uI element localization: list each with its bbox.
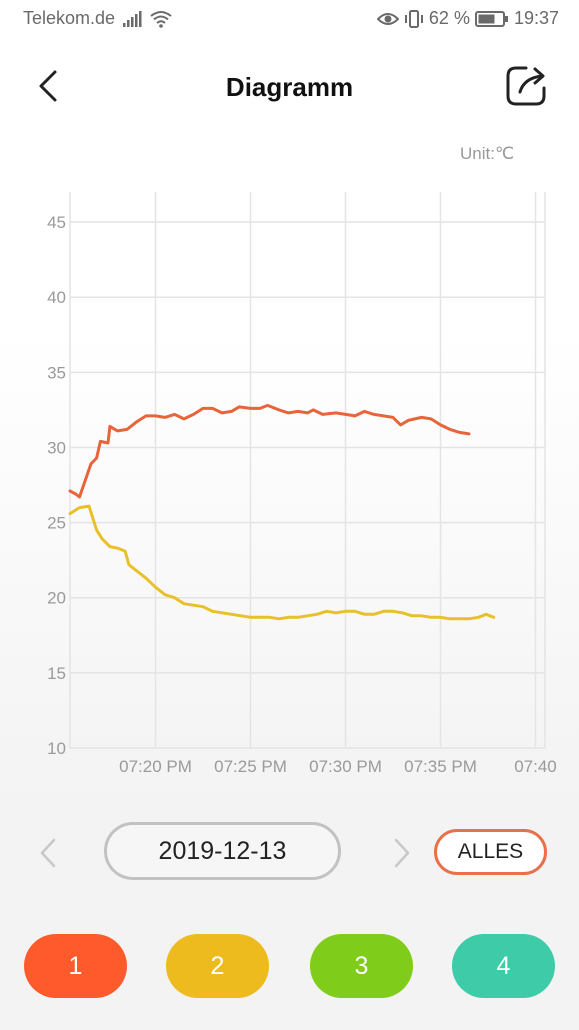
battery-icon bbox=[474, 10, 508, 27]
share-button[interactable] bbox=[502, 62, 550, 110]
carrier-name: Telekom.de bbox=[23, 8, 116, 28]
series-line-2 bbox=[68, 504, 496, 621]
y-tick-label: 10 bbox=[47, 739, 66, 758]
next-date-button[interactable] bbox=[386, 836, 416, 870]
x-tick-label: 07:40 bbox=[514, 757, 557, 776]
y-tick-label: 40 bbox=[47, 288, 66, 307]
channel-4-button[interactable]: 4 bbox=[452, 934, 555, 998]
x-tick-label: 07:25 PM bbox=[214, 757, 287, 776]
y-tick-label: 35 bbox=[47, 363, 66, 382]
y-tick-label: 15 bbox=[47, 664, 66, 683]
wifi-icon bbox=[150, 10, 172, 28]
previous-date-button[interactable] bbox=[34, 836, 64, 870]
date-navigation: 2019-12-13 ALLES bbox=[0, 820, 579, 886]
back-button[interactable] bbox=[30, 66, 70, 106]
x-tick-label: 07:30 PM bbox=[309, 757, 382, 776]
channel-selector: 1 2 3 4 bbox=[0, 934, 579, 998]
x-tick-label: 07:20 PM bbox=[119, 757, 192, 776]
chevron-right-icon bbox=[394, 838, 410, 868]
status-bar: Telekom.de 62 % 1 bbox=[0, 0, 579, 40]
unit-label: Unit:℃ bbox=[460, 144, 515, 163]
battery-percent: 62 % bbox=[428, 8, 470, 28]
channel-2-button[interactable]: 2 bbox=[166, 934, 269, 998]
series-line-1 bbox=[68, 403, 471, 499]
clock: 19:37 bbox=[513, 8, 559, 28]
channel-3-button[interactable]: 3 bbox=[310, 934, 413, 998]
status-bar-right: 62 % 19:37 bbox=[372, 8, 559, 29]
y-tick-label: 25 bbox=[47, 514, 66, 533]
status-bar-left: Telekom.de bbox=[23, 8, 173, 29]
signal-icon bbox=[123, 10, 142, 27]
vibrate-icon bbox=[404, 9, 423, 28]
chevron-left-icon bbox=[39, 70, 57, 102]
all-button[interactable]: ALLES bbox=[434, 829, 547, 875]
header: Diagramm bbox=[0, 50, 579, 120]
y-tick-label: 45 bbox=[47, 213, 66, 232]
chevron-left-icon bbox=[40, 838, 56, 868]
channel-1-button[interactable]: 1 bbox=[24, 934, 127, 998]
share-icon bbox=[506, 66, 546, 106]
x-tick-label: 07:35 PM bbox=[404, 757, 477, 776]
temperature-chart: 10 15 20 25 30 35 40 45 07:20 PM 07:25 PM 07:30 PM… bbox=[47, 192, 557, 776]
y-tick-label: 20 bbox=[47, 589, 66, 608]
date-selector[interactable]: 2019-12-13 bbox=[104, 822, 341, 880]
y-tick-label: 30 bbox=[47, 438, 66, 457]
eye-icon bbox=[376, 12, 399, 25]
page-title: Diagramm bbox=[225, 72, 354, 102]
